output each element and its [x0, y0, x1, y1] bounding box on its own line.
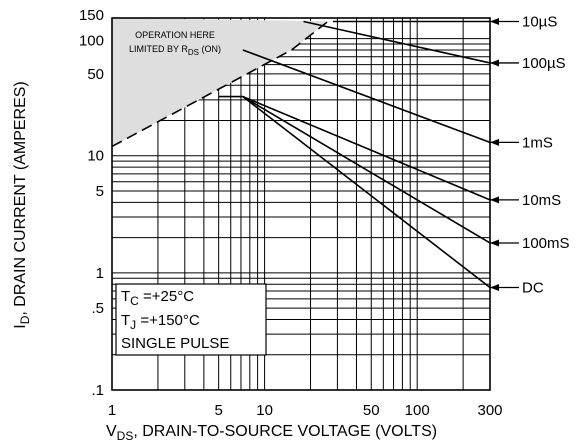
x-axis-title: VDS, DRAIN-TO-SOURCE VOLTAGE (VOLTS): [106, 423, 437, 443]
x-tick-label-1: 5: [214, 402, 222, 419]
x-tick-label-0: 1: [108, 402, 116, 419]
tick-labels: 1 5 10 50 100 300 150 100 50 10 5 1 .5 .1: [79, 7, 503, 419]
curve-label-0: 10µS: [522, 14, 557, 31]
rds-note-line2: LIMITED BY RDS (ON): [129, 44, 221, 57]
y-tick-label-5: 1: [96, 265, 104, 282]
rds-limit-line: [111, 20, 342, 148]
label-arrowhead-0: [490, 18, 499, 26]
x-tick-label-2: 10: [256, 402, 273, 419]
curve-label-4: 100mS: [522, 235, 570, 252]
curve-label-3: 10mS: [522, 192, 561, 209]
conditions-tj: TJ =+150°C: [121, 312, 200, 332]
rds-note-line1: OPERATION HERE: [135, 30, 215, 40]
label-arrowhead-5: [490, 284, 499, 292]
conditions-tc: TC =+25°C: [121, 288, 194, 308]
y-tick-label-2: 50: [87, 66, 104, 83]
curve-label-2: 1mS: [522, 134, 553, 151]
curve-3: [242, 95, 491, 201]
y-tick-label-3: 10: [87, 148, 104, 165]
label-arrowhead-2: [490, 138, 499, 146]
conditions-box: [115, 283, 267, 356]
curve-5: [218, 95, 491, 289]
curve-label-5: DC: [522, 280, 544, 297]
curve-labels: 10µS 100µS 1mS 10mS 100mS DC: [490, 14, 570, 297]
label-arrowhead-3: [490, 196, 499, 204]
curve-4: [242, 95, 491, 244]
y-tick-label-4: 5: [96, 183, 104, 200]
conditions-pulse: SINGLE PULSE: [121, 335, 229, 352]
curve-1: [303, 20, 491, 64]
curve-2: [242, 49, 491, 144]
plot-frame: [111, 17, 491, 391]
y-tick-label-6: .5: [91, 300, 104, 317]
label-arrowhead-1: [490, 59, 499, 67]
y-tick-label-7: .1: [91, 382, 104, 399]
curve-label-1: 100µS: [522, 55, 566, 72]
x-tick-label-4: 100: [405, 402, 430, 419]
label-arrowhead-4: [490, 239, 499, 247]
grid-lines: [112, 18, 490, 390]
y-tick-label-1: 100: [79, 33, 104, 50]
y-tick-label-0: 150: [79, 7, 104, 24]
x-tick-label-5: 300: [477, 402, 502, 419]
rds-limited-region: [112, 18, 342, 147]
x-tick-label-3: 50: [363, 402, 380, 419]
curve-lines: [218, 20, 491, 289]
y-axis-title: ID, DRAIN CURRENT (AMPERES): [12, 81, 32, 329]
